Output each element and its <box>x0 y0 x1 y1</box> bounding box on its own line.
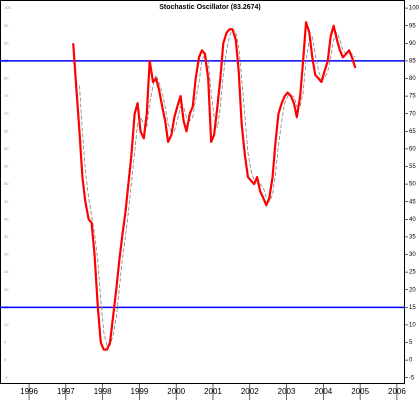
chart-title: Stochastic Oscillator (83.2674) <box>159 4 261 11</box>
y-tick-label: 65 <box>409 129 416 135</box>
x-tick-label: 2004 <box>314 387 332 396</box>
y-tick-label-left: 50 <box>4 181 9 186</box>
y-tick-label-left: 75 <box>4 93 9 98</box>
x-tick-label: 1999 <box>131 387 149 396</box>
y-tick-label: 15 <box>409 305 416 311</box>
y-tick-label: 70 <box>409 111 416 117</box>
y-tick-label: 40 <box>409 217 416 223</box>
y-tick-label-left: 55 <box>4 164 9 169</box>
y-tick-label-left: 90 <box>4 40 9 45</box>
y-tick-label: 80 <box>409 76 416 82</box>
y-tick-label-left: 25 <box>4 269 9 274</box>
y-tick-label: 0 <box>409 358 413 364</box>
y-tick-label: 100 <box>409 6 420 12</box>
y-tick-label: 25 <box>409 270 416 276</box>
y-tick-label: 10 <box>409 322 416 328</box>
y-tick-label-left: 30 <box>4 252 9 257</box>
y-tick-label-left: 60 <box>4 146 9 151</box>
y-tick-label-left: 100 <box>4 5 11 10</box>
x-tick-label: 1998 <box>94 387 112 396</box>
y-tick-label: 95 <box>409 23 416 29</box>
y-tick-label: 45 <box>409 199 416 205</box>
y-tick-label-left: 40 <box>4 216 9 221</box>
y-tick-label-left: 70 <box>4 111 9 116</box>
y-tick-label-left: 10 <box>4 322 9 327</box>
y-tick-label-left: 0 <box>4 357 7 362</box>
x-tick-label: 1996 <box>20 387 38 396</box>
y-tick-label: -5 <box>409 375 415 381</box>
x-tick-label: 2006 <box>388 387 406 396</box>
y-tick-label-left: 80 <box>4 76 9 81</box>
y-tick-label: 90 <box>409 41 416 47</box>
y-tick-label-left: 35 <box>4 234 9 239</box>
x-tick-label: 2002 <box>241 387 259 396</box>
x-tick-label: 2003 <box>278 387 296 396</box>
y-tick-label: 5 <box>409 340 413 346</box>
series-line <box>72 21 357 351</box>
y-tick-label: 75 <box>409 94 416 100</box>
y-tick-label-left: -5 <box>4 375 8 380</box>
x-tick-label: 2005 <box>351 387 369 396</box>
x-tick-label: 2000 <box>167 387 185 396</box>
x-tick-label: 2001 <box>204 387 222 396</box>
y-tick-label-left: 65 <box>4 128 9 133</box>
y-tick-label-left: 5 <box>4 340 7 345</box>
y-tick-label: 60 <box>409 146 416 152</box>
y-tick-label: 85 <box>409 58 416 64</box>
x-tick-label: 1997 <box>57 387 75 396</box>
y-tick-label-left: 95 <box>4 23 9 28</box>
y-tick-label: 35 <box>409 234 416 240</box>
y-tick-label: 30 <box>409 252 416 258</box>
y-tick-label: 20 <box>409 287 416 293</box>
y-tick-label-left: 45 <box>4 199 9 204</box>
plot-frame <box>0 0 405 384</box>
y-tick-label: 50 <box>409 182 416 188</box>
y-tick-label: 55 <box>409 164 416 170</box>
y-tick-label-left: 20 <box>4 287 9 292</box>
